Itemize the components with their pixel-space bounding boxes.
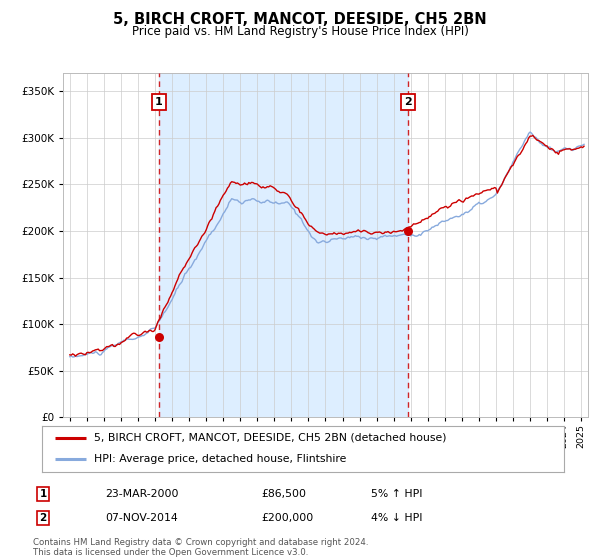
Bar: [159, 73, 408, 417]
Text: 2: 2: [40, 513, 47, 523]
Text: £86,500: £86,500: [261, 489, 306, 499]
Text: 23-MAR-2000: 23-MAR-2000: [105, 489, 179, 499]
Text: HPI: Average price, detached house, Flintshire: HPI: Average price, detached house, Flin…: [94, 454, 347, 464]
Text: 1: 1: [40, 489, 47, 499]
Text: 5, BIRCH CROFT, MANCOT, DEESIDE, CH5 2BN: 5, BIRCH CROFT, MANCOT, DEESIDE, CH5 2BN: [113, 12, 487, 27]
Text: 5, BIRCH CROFT, MANCOT, DEESIDE, CH5 2BN (detached house): 5, BIRCH CROFT, MANCOT, DEESIDE, CH5 2BN…: [94, 433, 447, 443]
Text: 4% ↓ HPI: 4% ↓ HPI: [371, 513, 422, 523]
Text: Price paid vs. HM Land Registry's House Price Index (HPI): Price paid vs. HM Land Registry's House …: [131, 25, 469, 38]
Text: £200,000: £200,000: [261, 513, 313, 523]
Text: This data is licensed under the Open Government Licence v3.0.: This data is licensed under the Open Gov…: [33, 548, 308, 557]
Text: 1: 1: [155, 97, 163, 107]
Text: 5% ↑ HPI: 5% ↑ HPI: [371, 489, 422, 499]
Text: 2: 2: [404, 97, 412, 107]
Text: 07-NOV-2014: 07-NOV-2014: [105, 513, 178, 523]
Text: Contains HM Land Registry data © Crown copyright and database right 2024.: Contains HM Land Registry data © Crown c…: [33, 538, 368, 547]
